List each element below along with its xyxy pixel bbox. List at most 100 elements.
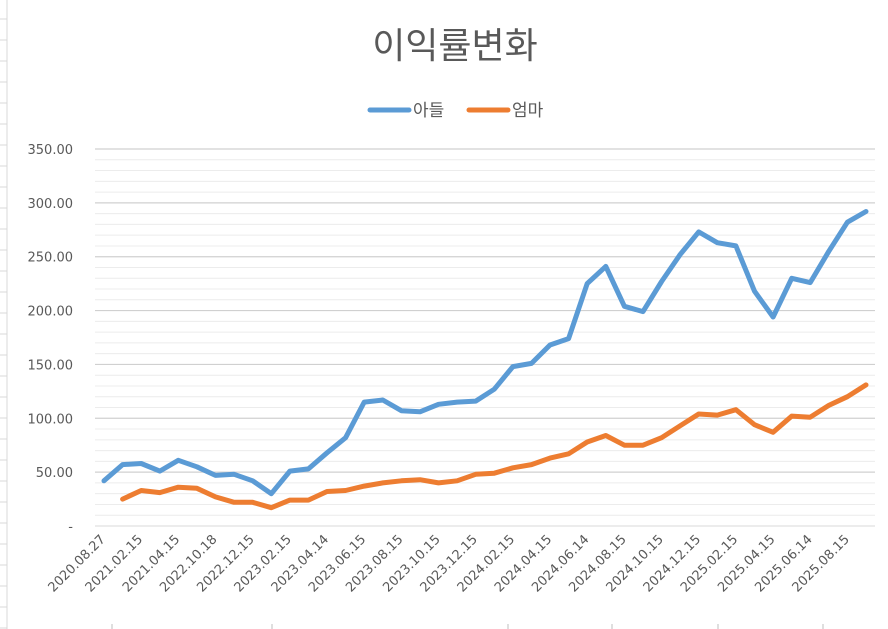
data-point-son xyxy=(380,397,385,402)
data-point-mom xyxy=(715,413,720,418)
data-point-mom xyxy=(436,480,441,485)
data-point-mom xyxy=(510,465,515,470)
data-point-son xyxy=(399,408,404,413)
data-point-son xyxy=(771,315,776,320)
data-point-son xyxy=(659,279,664,284)
data-point-mom xyxy=(752,422,757,427)
data-point-mom xyxy=(603,433,608,438)
series-layer xyxy=(101,209,869,511)
y-tick-label: 200.00 xyxy=(28,305,74,320)
data-point-mom xyxy=(864,382,869,387)
data-point-son xyxy=(585,281,590,286)
data-point-mom xyxy=(269,505,274,510)
y-tick-label: 150.00 xyxy=(28,358,74,373)
data-point-mom xyxy=(566,451,571,456)
y-tick-label: 350.00 xyxy=(28,143,74,158)
y-tick-label: - xyxy=(68,520,73,535)
data-point-mom xyxy=(157,490,162,495)
data-point-son xyxy=(417,409,422,414)
data-point-son xyxy=(548,343,553,348)
data-point-mom xyxy=(808,415,813,420)
data-point-mom xyxy=(733,407,738,412)
data-point-son xyxy=(473,399,478,404)
data-point-son xyxy=(789,276,794,281)
data-point-son xyxy=(529,361,534,366)
data-point-mom xyxy=(455,478,460,483)
data-point-mom xyxy=(585,439,590,444)
data-point-son xyxy=(864,209,869,214)
data-point-son xyxy=(362,400,367,405)
data-point-son xyxy=(826,249,831,254)
data-point-son xyxy=(325,450,330,455)
chart-title: 이익률변화 xyxy=(372,26,538,67)
data-point-mom xyxy=(213,494,218,499)
data-point-mom xyxy=(139,488,144,493)
gridlines xyxy=(95,148,875,527)
data-point-son xyxy=(436,402,441,407)
data-point-mom xyxy=(492,471,497,476)
data-point-mom xyxy=(678,423,683,428)
data-point-son xyxy=(845,220,850,225)
data-point-son xyxy=(102,478,107,483)
data-point-mom xyxy=(696,411,701,416)
data-point-mom xyxy=(176,485,181,490)
data-point-son xyxy=(696,229,701,234)
data-point-mom xyxy=(194,486,199,491)
y-tick-label: 100.00 xyxy=(28,412,74,427)
data-point-mom xyxy=(232,500,237,505)
data-point-son xyxy=(287,469,292,474)
data-point-son xyxy=(733,243,738,248)
data-point-son xyxy=(250,478,255,483)
data-point-mom xyxy=(250,500,255,505)
data-point-son xyxy=(752,289,757,294)
data-point-mom xyxy=(659,435,664,440)
data-point-son xyxy=(455,400,460,405)
data-point-mom xyxy=(640,443,645,448)
data-point-mom xyxy=(845,394,850,399)
x-axis: 2020.08.272021.02.152021.04.152022.10.18… xyxy=(46,532,853,629)
data-point-son xyxy=(640,309,645,314)
data-point-mom xyxy=(362,484,367,489)
data-point-son xyxy=(232,472,237,477)
data-point-son xyxy=(715,240,720,245)
y-tick-label: 50.00 xyxy=(36,466,73,481)
y-axis-ticks: - 50.00 100.00 150.00 200.00 250.00 300.00 350.… xyxy=(28,143,74,535)
data-point-mom xyxy=(826,403,831,408)
data-point-mom xyxy=(529,462,534,467)
data-point-mom xyxy=(622,443,627,448)
data-point-son xyxy=(194,464,199,469)
data-point-mom xyxy=(306,498,311,503)
data-point-son xyxy=(808,280,813,285)
data-point-son xyxy=(566,336,571,341)
data-point-son xyxy=(157,469,162,474)
data-point-son xyxy=(678,252,683,257)
y-tick-label: 250.00 xyxy=(28,251,74,266)
data-point-son xyxy=(176,458,181,463)
data-point-mom xyxy=(399,478,404,483)
series-line-mom xyxy=(120,382,869,511)
data-point-mom xyxy=(789,414,794,419)
data-point-son xyxy=(269,491,274,496)
data-point-son xyxy=(213,473,218,478)
data-point-mom xyxy=(120,497,125,502)
data-point-son xyxy=(622,304,627,309)
data-point-son xyxy=(492,387,497,392)
data-point-son xyxy=(343,435,348,440)
data-point-son xyxy=(120,462,125,467)
data-point-mom xyxy=(771,430,776,435)
legend-label-son: 아들 xyxy=(413,101,444,121)
data-point-son xyxy=(603,264,608,269)
series-line-son xyxy=(101,209,869,497)
data-point-mom xyxy=(473,472,478,477)
data-point-mom xyxy=(380,480,385,485)
data-point-mom xyxy=(548,456,553,461)
y-tick-label: 300.00 xyxy=(28,197,74,212)
legend-label-mom: 엄마 xyxy=(512,101,544,121)
data-point-son xyxy=(510,364,515,369)
data-point-mom xyxy=(417,477,422,482)
data-point-son xyxy=(306,466,311,471)
data-point-mom xyxy=(325,489,330,494)
data-point-son xyxy=(139,461,144,466)
